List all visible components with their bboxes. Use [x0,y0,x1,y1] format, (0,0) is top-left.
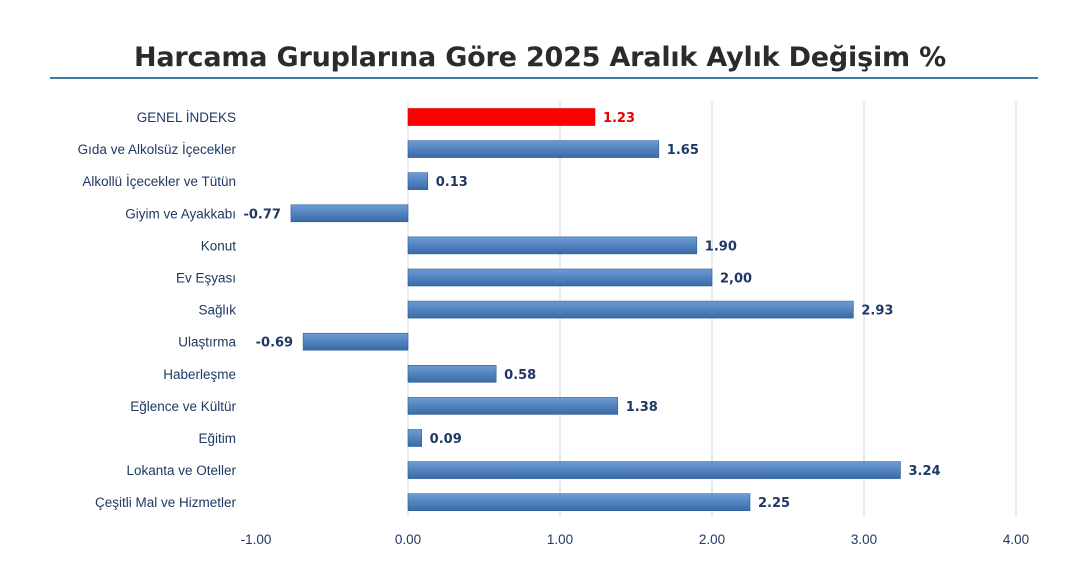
bars [290,108,901,512]
x-axis-tick-labels: -1.00 0.00 1.00 2.00 3.00 4.00 [241,532,1030,547]
x-tick-label: 3.00 [851,532,877,547]
category-label: Eğlence ve Kültür [130,399,236,414]
value-label: -0.77 [243,207,280,222]
value-label: 2,00 [720,272,752,287]
value-label: 0.13 [436,175,468,190]
x-tick-label: -1.00 [241,532,272,547]
bar-3 [290,204,409,223]
category-label: Alkollü İçecekler ve Tütün [82,174,236,189]
value-label: 0.58 [504,368,536,383]
value-label: 2.25 [758,496,790,511]
category-label: Gıda ve Alkolsüz İçecekler [78,142,237,157]
category-label: Giyim ve Ayakkabı [125,206,236,221]
value-label: 2.93 [861,304,893,319]
x-tick-label: 4.00 [1003,532,1029,547]
bar-1 [407,140,660,158]
value-label: 0.09 [430,432,462,447]
category-label: Konut [201,238,237,253]
value-label: 1.23 [603,111,635,126]
bar-8 [407,364,497,383]
bar-9 [407,397,619,415]
value-label: -0.69 [256,336,293,351]
bar-11 [407,461,901,479]
bar-0 [407,108,596,126]
x-tick-label: 1.00 [547,532,573,547]
bar-4 [407,236,698,255]
category-labels: GENEL İNDEKS Gıda ve Alkolsüz İçecekler Al… [78,110,237,510]
bar-6 [407,300,854,319]
category-label: Çeşitli Mal ve Hizmetler [95,495,237,510]
bar-5 [407,268,713,287]
bar-2 [407,172,429,190]
value-label: 1.90 [705,239,737,254]
chart-title: Harcama Gruplarına Göre 2025 Aralık Aylı… [133,42,947,73]
value-label: 1.38 [626,400,658,415]
category-label: Eğitim [198,431,236,446]
category-label: Ev Eşyası [176,271,236,286]
bar-12 [407,493,751,512]
value-labels: 1.23 1.65 0.13 -0.77 1.90 2,00 2.93 -0.69 0.58 1.… [243,111,940,511]
category-label: Sağlık [198,303,236,318]
value-label: 1.65 [667,143,699,158]
title-underline [50,77,1038,79]
category-label: Haberleşme [163,367,236,382]
x-tick-label: 2.00 [699,532,725,547]
bar-7 [302,332,409,351]
x-tick-label: 0.00 [395,532,421,547]
value-label: 3.24 [908,464,940,479]
category-label: GENEL İNDEKS [137,110,236,125]
category-label: Lokanta ve Oteller [126,463,236,478]
bar-10 [407,429,422,447]
category-label: Ulaştırma [178,335,236,350]
